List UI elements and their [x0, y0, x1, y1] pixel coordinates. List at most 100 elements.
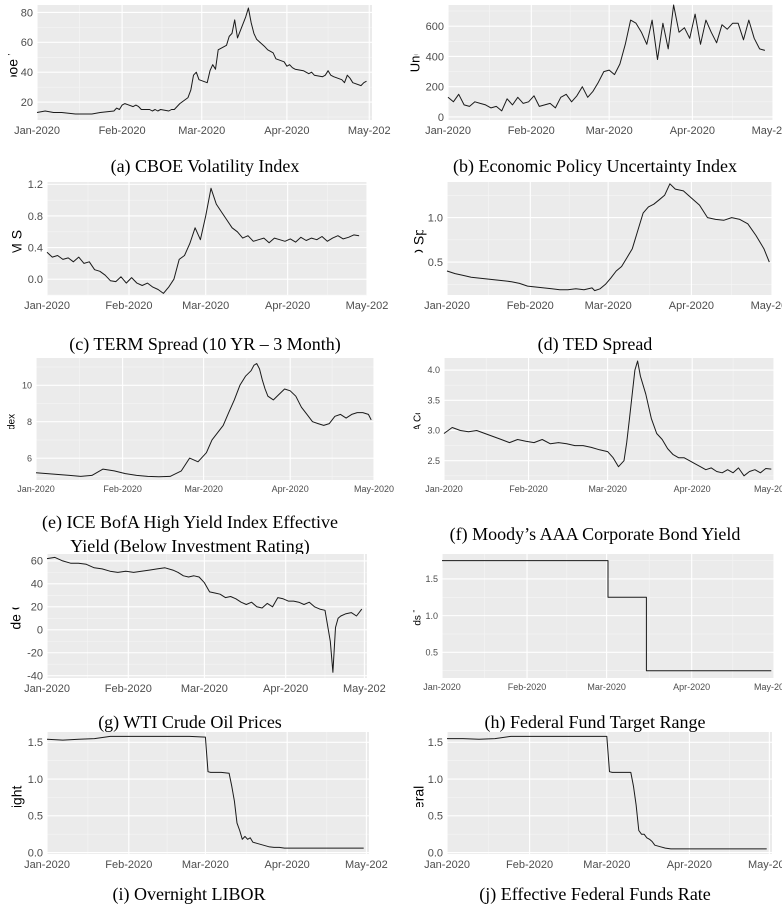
x-tick-label: Apr-2020	[272, 484, 309, 494]
y-axis-label: Cboe VIX	[5, 32, 21, 93]
chart-caption: (g) WTI Crude Oil Prices	[98, 712, 282, 733]
plot-panel	[47, 732, 369, 854]
y-axis-label: WTI Crude Oil Prices	[8, 550, 24, 681]
series-line-vix	[36, 7, 367, 115]
y-tick-label: 0.5	[428, 257, 443, 269]
x-tick-label: Jan-2020	[24, 300, 70, 312]
series-line-hy	[35, 363, 372, 478]
y-tick-label: 60	[21, 37, 33, 49]
y-tick-label: -20	[27, 648, 43, 660]
x-tick-label: Jan-2020	[24, 683, 70, 695]
x-tick-label: Mar-2020	[181, 683, 228, 695]
x-tick-label: Jan-2020	[14, 125, 60, 137]
x-tick-label: Mar-2020	[588, 484, 627, 494]
y-tick-label: 0.0	[428, 847, 443, 859]
x-tick-label: Mar-2020	[178, 125, 225, 137]
x-tick-label: May-2020	[754, 682, 782, 692]
chart-panel-wti: -40 -20 0 20 40 60 Jan-2020 Feb-2020 Mar-2020 Apr…	[8, 550, 386, 733]
y-tick-label: 0.0	[28, 847, 43, 859]
x-tick-label: Mar-2020	[182, 859, 229, 871]
x-tick-label: Apr-2020	[673, 682, 710, 692]
y-tick-label: 0.8	[28, 211, 43, 223]
y-axis-label: TERM Spread	[9, 194, 25, 283]
x-tick-label: Feb-2020	[105, 859, 152, 871]
y-axis-label: Federal Funds Target Range	[413, 552, 424, 680]
x-tick-label: Apr-2020	[667, 859, 712, 871]
series-line-term	[46, 187, 360, 294]
y-tick-label: 600	[426, 21, 444, 33]
y-tick-label: 80	[21, 7, 33, 19]
chart-panel-term: 0.0 0.4 0.8 1.2 Jan-2020 Feb-2020 Mar-2020 Apr-…	[9, 179, 389, 355]
y-tick-label: 60	[31, 556, 43, 568]
series-line-effr	[447, 735, 767, 850]
y-tick-label: -40	[27, 671, 43, 683]
y-tick-label: 1.5	[28, 737, 43, 749]
x-tick-label: Apr-2020	[265, 300, 310, 312]
chart-caption: (d) TED Spread	[538, 334, 653, 355]
y-tick-label: 0.0	[28, 274, 43, 286]
y-tick-label: 20	[21, 97, 33, 109]
y-tick-label: 0.5	[428, 811, 443, 823]
x-tick-label: Apr-2020	[674, 484, 711, 494]
series-line-aaa	[443, 360, 772, 477]
series-line-fftarget	[442, 560, 772, 672]
plot-panel	[444, 358, 774, 480]
chart-panel-hy: 6 8 10 Jan-2020 Feb-2020 Mar-2020 Apr-2020 May-…	[7, 348, 394, 557]
x-tick-label: May-202	[752, 125, 782, 137]
y-tick-label: 3.5	[427, 395, 440, 405]
chart-panel-epu: 0 200 400 600 Jan-2020 Feb-2020 Mar-2020 Apr-20…	[407, 4, 782, 177]
series-line-wti	[46, 556, 363, 673]
x-tick-label: Jan-2020	[424, 859, 470, 871]
plot-panel	[447, 732, 772, 854]
y-tick-label: 1.5	[425, 574, 438, 584]
x-tick-label: Jan-2020	[24, 859, 70, 871]
chart-caption: (c) TERM Spread (10 YR – 3 Month)	[69, 334, 340, 355]
x-tick-label: Mar-2020	[184, 484, 223, 494]
y-tick-label: 1.0	[428, 212, 443, 224]
chart-caption: (f) Moody’s AAA Corporate Bond Yield	[450, 524, 741, 545]
x-tick-label: May-202	[343, 683, 386, 695]
x-tick-label: Apr-2020	[670, 125, 715, 137]
x-tick-label: May-202	[346, 300, 389, 312]
y-tick-label: 8	[27, 417, 32, 427]
x-tick-label: Feb-2020	[508, 125, 555, 137]
x-tick-label: Jan-2020	[425, 125, 471, 137]
x-tick-label: Feb-2020	[508, 682, 547, 692]
y-tick-label: 40	[31, 579, 43, 591]
chart-caption: Yield (Below Investment Rating)	[70, 536, 309, 557]
chart-caption: (i) Overnight LIBOR	[113, 884, 266, 905]
y-tick-label: 6	[27, 453, 32, 463]
series-line-epu	[447, 4, 766, 112]
y-tick-label: 1.5	[428, 737, 443, 749]
x-tick-label: Feb-2020	[99, 125, 146, 137]
y-axis-label: Corp. Debt Index (Below Inv. Gr	[7, 348, 18, 490]
y-tick-label: 4.0	[427, 365, 440, 375]
x-tick-label: Feb-2020	[103, 484, 142, 494]
x-tick-label: Jan-2020	[423, 682, 461, 692]
x-tick-label: Jan-2020	[424, 300, 470, 312]
chart-caption: (b) Economic Policy Uncertainty Index	[453, 156, 737, 177]
x-tick-label: Feb-2020	[105, 683, 152, 695]
x-tick-label: Feb-2020	[509, 484, 548, 494]
x-tick-label: May-2020	[754, 484, 782, 494]
series-line-ted	[446, 183, 770, 292]
x-tick-label: May-202	[345, 859, 388, 871]
plot-panel	[47, 554, 367, 678]
x-tick-label: May-202	[751, 300, 782, 312]
y-tick-label: 0.4	[28, 242, 43, 254]
x-tick-label: Mar-2020	[585, 300, 632, 312]
chart-caption: (j) Effective Federal Funds Rate	[479, 884, 711, 905]
x-tick-label: Mar-2020	[583, 859, 630, 871]
x-tick-label: Mar-2020	[587, 682, 626, 692]
plot-panel	[36, 358, 374, 480]
x-tick-label: Apr-2020	[265, 859, 310, 871]
chart-panel-fftarget: 0.5 1.0 1.5 Jan-2020 Feb-2020 Mar-2020 Apr-202…	[413, 552, 782, 733]
x-tick-label: May-2020	[354, 484, 394, 494]
x-tick-label: Apr-2020	[669, 300, 714, 312]
series-line-libor	[46, 735, 364, 849]
y-tick-label: 1.0	[428, 774, 443, 786]
y-tick-label: 1.0	[28, 774, 43, 786]
y-tick-label: 0.5	[425, 647, 438, 657]
x-tick-label: May-202	[748, 859, 782, 871]
x-tick-label: Apr-2020	[263, 683, 308, 695]
